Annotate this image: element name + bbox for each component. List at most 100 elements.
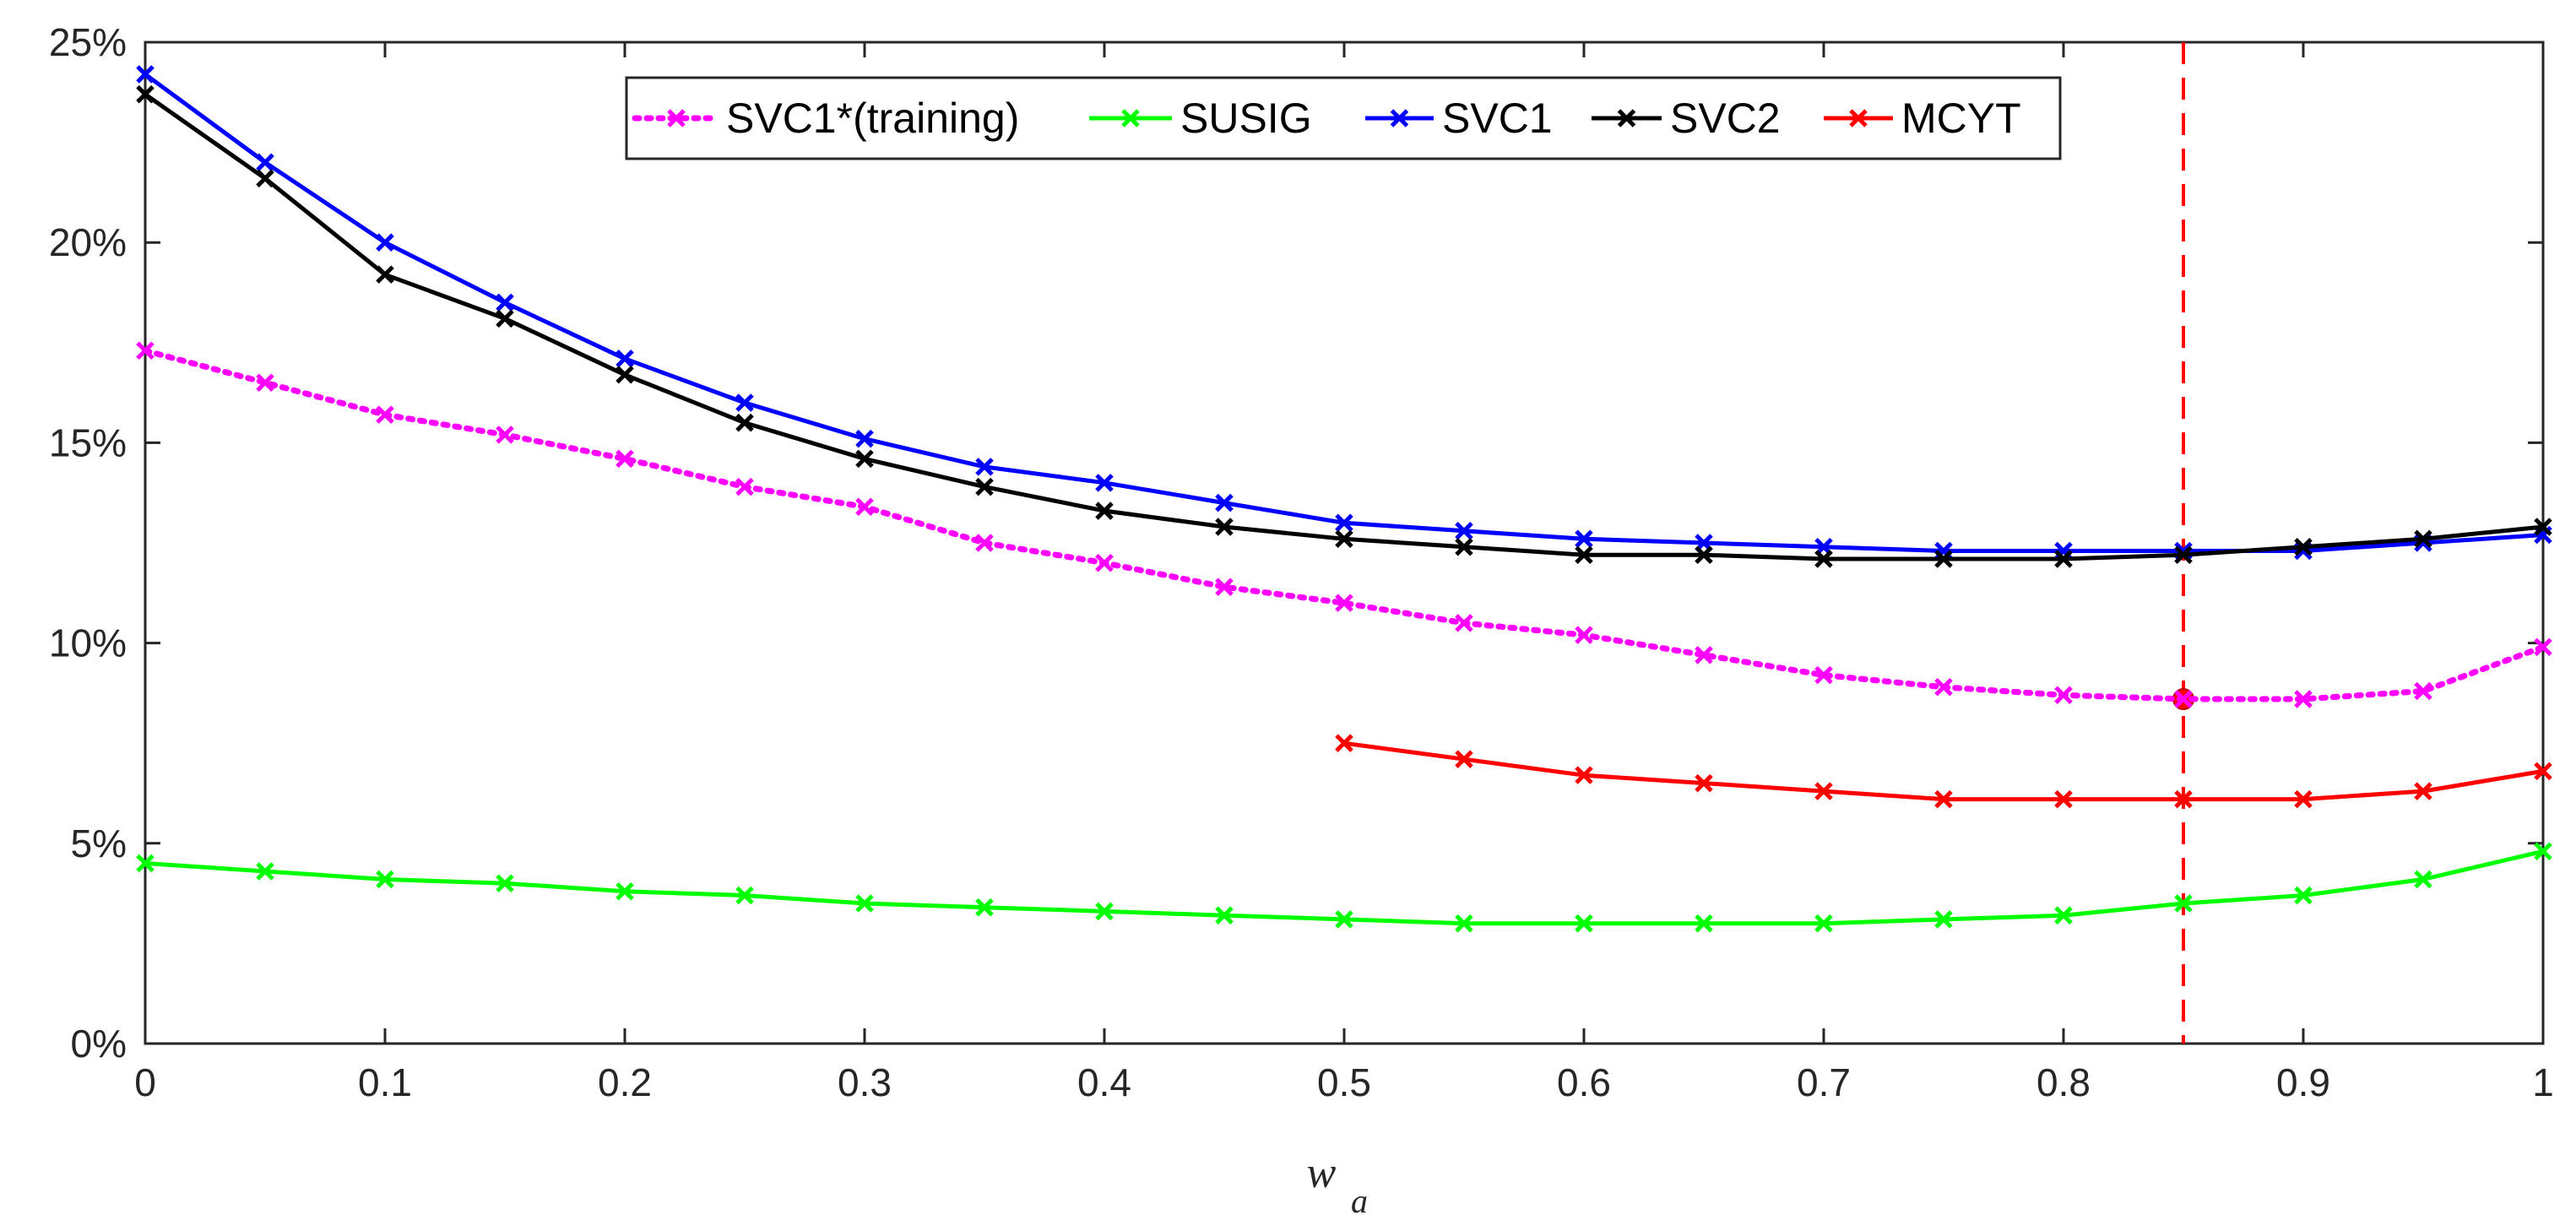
data-point-svc1 xyxy=(735,393,754,412)
marker-stroke xyxy=(136,65,155,84)
data-point-svc1-training xyxy=(256,373,274,393)
data-point-svc2 xyxy=(496,309,514,328)
data-point-susig xyxy=(735,886,754,905)
data-point-svc2 xyxy=(136,84,155,104)
marker-stroke xyxy=(256,169,274,188)
x-tick-label: 0.2 xyxy=(598,1060,652,1104)
legend-marker xyxy=(1849,109,1868,127)
marker-stroke xyxy=(2174,690,2193,708)
legend-item-svc1-training: SVC1*(training) xyxy=(632,95,1019,142)
data-point-svc1-training xyxy=(1095,553,1114,572)
marker-stroke xyxy=(496,293,514,312)
marker-stroke xyxy=(2054,550,2073,568)
marker-stroke xyxy=(2054,906,2073,925)
data-point-svc2 xyxy=(2534,518,2552,536)
data-point-svc1-training xyxy=(2294,690,2313,708)
data-point-susig xyxy=(376,870,394,889)
marker-stroke xyxy=(2174,545,2193,564)
marker-stroke xyxy=(256,862,274,881)
data-point-susig xyxy=(2414,870,2432,889)
data-point-svc1 xyxy=(1455,522,1473,540)
marker-stroke xyxy=(2174,789,2193,809)
legend-label: SVC1 xyxy=(1442,95,1553,142)
marker-stroke xyxy=(735,886,754,905)
data-point-susig xyxy=(1095,902,1114,921)
marker-stroke xyxy=(2054,686,2073,705)
marker-stroke xyxy=(1335,529,1353,549)
data-point-svc2 xyxy=(1575,545,1593,564)
marker-stroke xyxy=(136,341,155,361)
x-tick-label: 0.9 xyxy=(2276,1060,2330,1104)
data-point-susig xyxy=(1575,914,1593,933)
data-point-mcyt xyxy=(1575,766,1593,784)
marker-stroke xyxy=(1455,537,1473,556)
marker-stroke xyxy=(1934,678,1953,697)
legend-box xyxy=(625,76,2062,160)
data-point-svc1 xyxy=(136,65,155,84)
y-tick-label: 20% xyxy=(49,220,127,264)
marker-stroke xyxy=(1814,665,1833,685)
data-point-svc1-training xyxy=(1814,665,1833,685)
marker-stroke xyxy=(1575,529,1593,549)
marker-stroke xyxy=(2534,637,2552,657)
data-point-svc1 xyxy=(256,153,274,172)
marker-stroke xyxy=(496,426,514,444)
marker-stroke xyxy=(975,477,994,496)
data-point-susig xyxy=(975,897,994,917)
marker-stroke xyxy=(735,477,754,496)
marker-stroke xyxy=(1121,109,1140,127)
data-point-svc1-training xyxy=(1335,594,1353,612)
data-point-svc1 xyxy=(975,458,994,476)
marker-stroke xyxy=(1695,545,1713,564)
legend-item-mcyt: MCYT xyxy=(1824,95,2021,142)
data-point-susig xyxy=(1695,914,1713,933)
marker-stroke xyxy=(1575,626,1593,644)
marker-stroke xyxy=(1095,474,1114,492)
x-tick-label: 0.1 xyxy=(358,1060,412,1104)
marker-stroke xyxy=(1455,750,1473,768)
data-point-svc1-training xyxy=(1934,678,1953,697)
legend-item-svc1: SVC1 xyxy=(1365,95,1553,142)
data-point-svc1 xyxy=(376,233,394,252)
marker-stroke xyxy=(1934,789,1953,809)
marker-stroke xyxy=(2294,690,2313,708)
data-point-mcyt xyxy=(1814,782,1833,800)
marker-stroke xyxy=(616,881,634,901)
data-point-svc1 xyxy=(616,350,634,368)
data-point-susig xyxy=(1455,914,1473,933)
data-point-svc2 xyxy=(2294,537,2313,556)
legend-item-susig: SUSIG xyxy=(1089,95,1312,142)
marker-stroke xyxy=(1934,910,1953,929)
series-line-mcyt xyxy=(1343,740,2544,802)
marker-stroke xyxy=(2414,782,2432,800)
x-tick-label: 0 xyxy=(134,1060,156,1104)
data-point-svc1-training xyxy=(2414,681,2432,701)
data-point-svc1-training xyxy=(376,405,394,424)
marker-stroke xyxy=(136,84,155,104)
y-tick-label: 0% xyxy=(71,1022,127,1066)
marker-stroke xyxy=(1455,914,1473,933)
legend-marker xyxy=(1121,109,1140,127)
marker-stroke xyxy=(975,458,994,476)
data-point-svc1-training xyxy=(616,449,634,469)
marker-stroke xyxy=(136,854,155,873)
marker-stroke xyxy=(616,449,634,469)
data-point-svc2 xyxy=(735,413,754,432)
marker-stroke xyxy=(1575,914,1593,933)
marker-stroke xyxy=(855,497,874,517)
marker-stroke xyxy=(1934,550,1953,568)
legend-label: SUSIG xyxy=(1180,95,1312,142)
marker-stroke xyxy=(376,233,394,252)
data-point-mcyt xyxy=(1455,750,1473,768)
data-point-svc1-training xyxy=(855,497,874,517)
data-point-mcyt xyxy=(2174,789,2193,809)
series-svc1-training xyxy=(136,341,2552,708)
data-point-svc2 xyxy=(1095,502,1114,520)
marker-stroke xyxy=(975,534,994,552)
marker-stroke xyxy=(376,265,394,284)
data-point-mcyt xyxy=(2414,782,2432,800)
data-point-susig xyxy=(1814,914,1833,933)
marker-stroke xyxy=(2534,762,2552,781)
data-point-svc2 xyxy=(975,477,994,496)
